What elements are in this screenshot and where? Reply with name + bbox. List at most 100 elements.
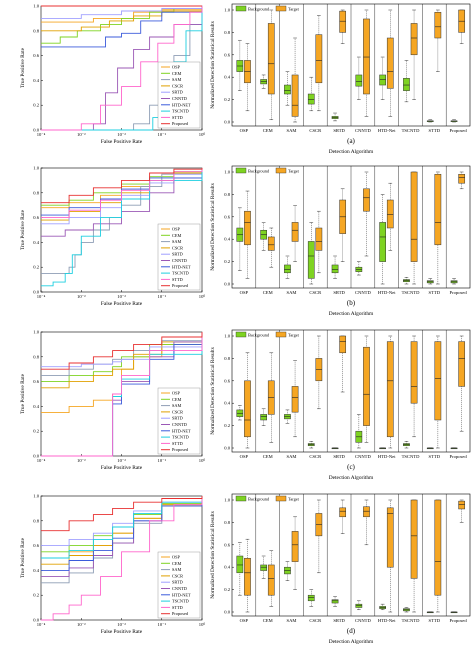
roc-line-sttd [41,332,203,457]
box-category-label: CEM [263,454,273,459]
roc-line-sttd [41,6,203,131]
roc-xtick-label: 10⁻² [117,294,126,299]
roc-legend-label: SAM [172,77,181,82]
box-legend-label: Target [288,169,300,174]
box-target [244,380,251,438]
roc-xtick-label: 10⁻¹ [158,294,167,299]
box-category-label: TSCNTD [402,128,421,133]
roc-ylabel: True Positive Rate [20,373,26,414]
box-target [363,188,370,212]
box-legend-swatch [275,331,287,338]
roc-legend-label: SAM [172,403,181,408]
box-xlabel: Detection Algorithm [329,311,374,317]
roc-panel-b: 0.0 0.2 0.4 0.6 0.8 1.0 10⁻⁴ 10⁻³ 10⁻² 10⁻¹ 10⁰ OSP… [20,166,205,308]
box-legend-label: Target [288,497,300,502]
box-category-label: OSP [240,454,249,459]
box-ytick-label: 0.0 [224,120,230,125]
roc-xlabel: False Positive Rate [101,465,143,471]
roc-legend-label: HTD-NET [172,592,191,597]
box-ytick-label: 0.8 [224,520,230,525]
roc-ytick-label: 0.0 [33,290,39,295]
roc-xtick-label: 10⁻³ [77,294,86,299]
box-ylabel: Normalized Detection Statistical Results [210,347,216,435]
roc-line-sam [41,168,203,274]
box-legend-swatch [235,167,247,174]
roc-xtick-label: 10⁻⁴ [37,458,46,463]
box-background [284,84,291,95]
roc-legend-label: HTD-NET [172,428,191,433]
box-ytick-label: 0.2 [224,97,230,102]
box-category-label: SAM [287,618,297,623]
box-ytick-label: 0.4 [224,565,230,570]
roc-xtick-label: 10⁰ [199,458,206,463]
roc-legend-label: HTD-NET [172,102,191,107]
box-xlabel: Detection Algorithm [329,639,374,645]
box-target [244,557,251,596]
box-category-label: STTD [429,618,441,623]
box-category-label: CNNTD [355,128,372,133]
box-ytick-label: 0.4 [224,237,230,242]
roc-xtick-label: 10⁰ [199,294,206,299]
roc-ytick-label: 0.0 [33,618,39,623]
box-target [339,10,347,33]
roc-ytick-label: 0.4 [33,78,39,83]
box-legend-swatch [235,5,247,12]
roc-ytick-label: 0.4 [33,240,39,245]
roc-legend-label: SAM [172,567,181,572]
box-ytick-label: 0.8 [224,356,230,361]
box-legend-label: Target [288,7,300,12]
box-target [410,23,418,56]
roc-line-htd-net [41,6,203,48]
box-category-label: CEM [263,290,273,295]
roc-legend-label: HTD-NET [172,264,191,269]
box-ytick-label: 1.0 [224,8,230,13]
box-category-label: CNNTD [355,454,372,459]
roc-legend-label: CSCR [172,245,183,250]
box-ylabel: Normalized Detection Statistical Results [210,511,216,599]
box-category-label: OSP [240,290,249,295]
roc-legend-label: SAM [172,239,181,244]
roc-panel-d: 0.0 0.2 0.4 0.6 0.8 1.0 10⁻⁴ 10⁻³ 10⁻² 10⁻¹ 10⁰ OSP… [20,494,205,636]
roc-legend-label: TSCNTD [172,109,189,114]
roc-line-srtd [41,332,203,368]
roc-panel-a: 0.0 0.2 0.4 0.6 0.8 1.0 10⁻⁴ 10⁻³ 10⁻² 10⁻¹ 10⁰ OSP… [20,4,205,146]
box-ytick-label: 0.6 [224,542,230,547]
box-target [267,236,275,251]
box-category-label: CSCR [309,128,322,133]
box-category-label: SAM [287,290,297,295]
roc-legend-label: OSP [172,391,180,396]
roc-legend-label: CNNTD [172,96,187,101]
roc-legend-label: CEM [172,71,181,76]
box-legend-swatch [275,495,287,502]
box-background [307,241,315,279]
box-panel-b: 0.0 0.2 0.4 0.6 0.8 1.0 OSP CEM SAM CSCR SRTD CNNTD… [210,165,471,317]
box-legend-label: Background [248,497,270,502]
roc-ytick-label: 0.6 [33,53,39,58]
box-category-label: CSCR [309,290,322,295]
box-legend-label: Background [248,169,270,174]
box-target [291,222,299,242]
roc-xtick-label: 10⁻¹ [158,132,167,137]
box-background [355,74,363,87]
box-ytick-label: 1.0 [224,170,230,175]
roc-legend-label: TSCNTD [172,599,189,604]
roc-xlabel: False Positive Rate [101,301,143,307]
roc-legend-label: CEM [172,561,181,566]
roc-legend-label: OSP [172,555,180,560]
panel-caption: (b) [347,299,356,307]
box-category-label: OSP [240,618,249,623]
roc-xtick-label: 10⁻³ [77,622,86,627]
roc-line-cscr [41,6,203,32]
roc-legend-label: OSP [172,227,180,232]
box-target [291,386,299,413]
box-category-label: STTD [429,454,441,459]
box-legend-swatch [235,331,247,338]
box-target [434,341,442,421]
box-target [363,346,370,426]
box-ytick-label: 0.6 [224,378,230,383]
roc-ytick-label: 0.2 [33,103,39,108]
roc-xtick-label: 10⁻¹ [158,458,167,463]
box-target [458,173,466,184]
roc-line-cem [41,6,203,44]
roc-ytick-label: 1.0 [33,494,39,499]
